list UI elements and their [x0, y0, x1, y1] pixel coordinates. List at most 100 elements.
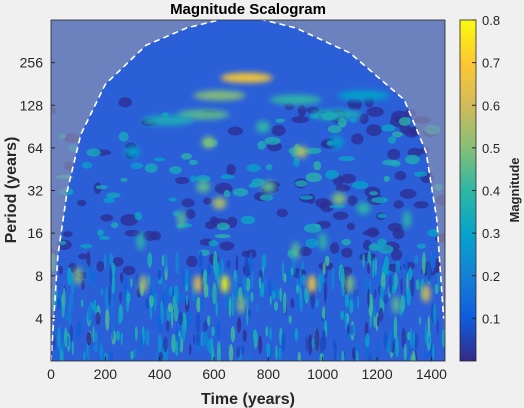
- short-period-streak: [56, 297, 61, 310]
- short-period-streak: [151, 278, 156, 300]
- low-magnitude-blob: [362, 229, 380, 237]
- mid-magnitude-blob: [351, 181, 369, 190]
- mid-magnitude-blob: [86, 148, 101, 157]
- short-period-streak: [226, 259, 231, 269]
- short-period-streak: [350, 324, 355, 336]
- short-period-streak: [195, 332, 200, 346]
- low-magnitude-blob: [181, 198, 195, 208]
- low-magnitude-blob: [203, 197, 212, 205]
- short-period-streak: [130, 350, 134, 360]
- short-period-streak: [109, 351, 114, 361]
- colorbar-tick-label: 0.3: [482, 226, 500, 241]
- magnitude-feature: [307, 274, 316, 293]
- short-period-streak: [324, 255, 330, 267]
- mid-magnitude-blob: [294, 180, 308, 187]
- magnitude-feature: [337, 90, 390, 101]
- x-tick-label: 1200: [361, 366, 392, 382]
- magnitude-feature: [310, 109, 363, 120]
- short-period-streak: [258, 276, 262, 289]
- mid-magnitude-blob: [338, 156, 355, 162]
- short-period-streak: [374, 256, 378, 276]
- short-period-streak: [86, 250, 91, 269]
- mid-magnitude-blob: [134, 211, 143, 221]
- mid-magnitude-blob: [214, 234, 231, 239]
- mid-magnitude-blob: [180, 153, 193, 160]
- colorbar-tick-label: 0.8: [482, 13, 500, 28]
- mid-magnitude-blob: [380, 124, 396, 132]
- short-period-streak: [261, 253, 267, 269]
- short-period-streak: [120, 272, 124, 283]
- mid-magnitude-blob: [350, 117, 358, 123]
- low-magnitude-blob: [284, 103, 295, 110]
- mid-magnitude-blob: [240, 215, 256, 225]
- y-axis-title: Period (years): [3, 137, 20, 244]
- short-period-streak: [265, 326, 269, 337]
- x-tick-label: 0: [47, 366, 55, 382]
- short-period-streak: [434, 283, 439, 295]
- short-period-streak: [431, 251, 435, 273]
- mid-magnitude-blob: [265, 164, 273, 171]
- mid-magnitude-blob: [405, 154, 420, 165]
- magnitude-feature: [220, 72, 273, 83]
- short-period-streak: [415, 279, 420, 291]
- mid-magnitude-blob: [208, 240, 219, 247]
- short-period-streak: [139, 333, 144, 353]
- magnitude-feature: [220, 274, 229, 293]
- short-period-streak: [147, 252, 153, 268]
- short-period-streak: [414, 254, 419, 264]
- short-period-streak: [319, 336, 324, 356]
- mid-magnitude-blob: [98, 235, 110, 241]
- short-period-streak: [242, 329, 247, 342]
- short-period-streak: [252, 329, 258, 341]
- short-period-streak: [400, 278, 403, 295]
- short-period-streak: [367, 288, 370, 307]
- magnitude-feature: [141, 115, 194, 126]
- magnitude-feature: [261, 180, 276, 193]
- short-period-streak: [242, 275, 247, 291]
- mid-magnitude-blob: [383, 175, 390, 182]
- short-period-streak: [92, 325, 95, 343]
- short-period-streak: [109, 266, 113, 289]
- short-period-streak: [108, 286, 111, 306]
- low-magnitude-blob: [341, 173, 356, 184]
- colorbar-tick-label: 0.6: [482, 98, 500, 113]
- short-period-streak: [69, 293, 74, 309]
- short-period-streak: [376, 337, 380, 361]
- short-period-streak: [269, 326, 272, 341]
- x-tick-label: 600: [202, 366, 226, 382]
- short-period-streak: [282, 291, 287, 314]
- short-period-streak: [130, 277, 133, 288]
- short-period-streak: [301, 261, 304, 271]
- short-period-streak: [283, 272, 287, 283]
- mid-magnitude-blob: [103, 197, 115, 204]
- short-period-streak: [248, 252, 253, 276]
- low-magnitude-blob: [298, 246, 312, 257]
- short-period-streak: [157, 269, 162, 280]
- short-period-streak: [279, 287, 282, 302]
- short-period-streak: [294, 328, 298, 340]
- short-period-streak: [172, 295, 176, 310]
- mid-magnitude-blob: [325, 169, 339, 180]
- short-period-streak: [198, 251, 203, 268]
- short-period-streak: [362, 253, 365, 268]
- short-period-streak: [61, 328, 65, 342]
- short-period-streak: [282, 260, 285, 281]
- short-period-streak: [210, 345, 215, 361]
- magnitude-feature: [318, 232, 327, 251]
- colorbar-tick-label: 0.4: [482, 184, 500, 199]
- mid-magnitude-blob: [387, 136, 397, 144]
- mid-magnitude-blob: [313, 160, 322, 171]
- short-period-streak: [181, 265, 185, 288]
- short-period-streak: [260, 282, 265, 295]
- mid-magnitude-blob: [371, 196, 389, 204]
- short-period-streak: [365, 274, 368, 298]
- short-period-streak: [175, 340, 179, 357]
- mid-magnitude-blob: [377, 238, 387, 247]
- short-period-streak: [322, 262, 326, 276]
- magnitude-feature: [332, 192, 347, 205]
- short-period-streak: [236, 316, 242, 333]
- short-period-streak: [288, 315, 292, 324]
- short-period-streak: [93, 343, 99, 353]
- short-period-streak: [268, 278, 272, 298]
- short-period-streak: [271, 290, 276, 301]
